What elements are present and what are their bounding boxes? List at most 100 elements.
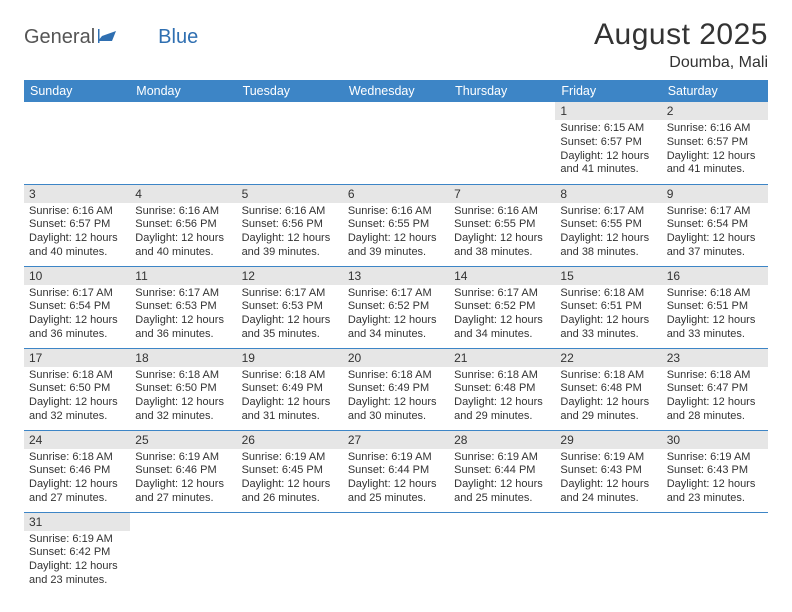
calendar-cell [449, 102, 555, 184]
day-number: 30 [662, 431, 768, 449]
calendar-cell [237, 512, 343, 594]
day-details: Sunrise: 6:16 AMSunset: 6:55 PMDaylight:… [343, 203, 449, 264]
day-number: 26 [237, 431, 343, 449]
calendar-cell: 28Sunrise: 6:19 AMSunset: 6:44 PMDayligh… [449, 430, 555, 512]
day-details: Sunrise: 6:17 AMSunset: 6:54 PMDaylight:… [24, 285, 130, 346]
day-details: Sunrise: 6:18 AMSunset: 6:49 PMDaylight:… [237, 367, 343, 428]
calendar-cell: 14Sunrise: 6:17 AMSunset: 6:52 PMDayligh… [449, 266, 555, 348]
month-title: August 2025 [594, 18, 768, 52]
day-number: 17 [24, 349, 130, 367]
day-number: 16 [662, 267, 768, 285]
title-block: August 2025 Doumba, Mali [594, 18, 768, 72]
day-details: Sunrise: 6:18 AMSunset: 6:51 PMDaylight:… [555, 285, 661, 346]
day-details: Sunrise: 6:18 AMSunset: 6:46 PMDaylight:… [24, 449, 130, 510]
day-number: 3 [24, 185, 130, 203]
calendar-cell [555, 512, 661, 594]
day-details: Sunrise: 6:16 AMSunset: 6:55 PMDaylight:… [449, 203, 555, 264]
day-number: 25 [130, 431, 236, 449]
day-number: 24 [24, 431, 130, 449]
day-details: Sunrise: 6:16 AMSunset: 6:56 PMDaylight:… [130, 203, 236, 264]
day-number: 9 [662, 185, 768, 203]
calendar-cell [130, 512, 236, 594]
day-details: Sunrise: 6:16 AMSunset: 6:57 PMDaylight:… [24, 203, 130, 264]
day-number: 2 [662, 102, 768, 120]
day-number: 6 [343, 185, 449, 203]
calendar-cell: 2Sunrise: 6:16 AMSunset: 6:57 PMDaylight… [662, 102, 768, 184]
day-details: Sunrise: 6:18 AMSunset: 6:47 PMDaylight:… [662, 367, 768, 428]
day-number: 15 [555, 267, 661, 285]
day-details: Sunrise: 6:19 AMSunset: 6:43 PMDaylight:… [662, 449, 768, 510]
calendar-cell: 21Sunrise: 6:18 AMSunset: 6:48 PMDayligh… [449, 348, 555, 430]
logo-text-blue: Blue [158, 26, 198, 49]
day-number: 21 [449, 349, 555, 367]
weekday-head: Friday [555, 80, 661, 102]
day-details: Sunrise: 6:18 AMSunset: 6:50 PMDaylight:… [24, 367, 130, 428]
day-number: 8 [555, 185, 661, 203]
day-number: 1 [555, 102, 661, 120]
day-details: Sunrise: 6:19 AMSunset: 6:45 PMDaylight:… [237, 449, 343, 510]
day-number: 23 [662, 349, 768, 367]
calendar-cell [343, 102, 449, 184]
calendar-cell: 9Sunrise: 6:17 AMSunset: 6:54 PMDaylight… [662, 184, 768, 266]
day-number: 31 [24, 513, 130, 531]
calendar-cell: 22Sunrise: 6:18 AMSunset: 6:48 PMDayligh… [555, 348, 661, 430]
weekday-head: Saturday [662, 80, 768, 102]
day-number: 11 [130, 267, 236, 285]
calendar-cell [237, 102, 343, 184]
calendar-cell [449, 512, 555, 594]
calendar-cell: 13Sunrise: 6:17 AMSunset: 6:52 PMDayligh… [343, 266, 449, 348]
day-details: Sunrise: 6:19 AMSunset: 6:42 PMDaylight:… [24, 531, 130, 592]
day-details: Sunrise: 6:17 AMSunset: 6:52 PMDaylight:… [449, 285, 555, 346]
day-details: Sunrise: 6:17 AMSunset: 6:52 PMDaylight:… [343, 285, 449, 346]
calendar-week-row: 10Sunrise: 6:17 AMSunset: 6:54 PMDayligh… [24, 266, 768, 348]
calendar-cell: 18Sunrise: 6:18 AMSunset: 6:50 PMDayligh… [130, 348, 236, 430]
day-details: Sunrise: 6:17 AMSunset: 6:55 PMDaylight:… [555, 203, 661, 264]
calendar-cell: 10Sunrise: 6:17 AMSunset: 6:54 PMDayligh… [24, 266, 130, 348]
day-details: Sunrise: 6:19 AMSunset: 6:44 PMDaylight:… [449, 449, 555, 510]
calendar-cell [343, 512, 449, 594]
location: Doumba, Mali [594, 54, 768, 72]
day-number: 7 [449, 185, 555, 203]
calendar-cell [24, 102, 130, 184]
day-details: Sunrise: 6:18 AMSunset: 6:49 PMDaylight:… [343, 367, 449, 428]
day-number: 28 [449, 431, 555, 449]
day-details: Sunrise: 6:17 AMSunset: 6:53 PMDaylight:… [237, 285, 343, 346]
weekday-head: Tuesday [237, 80, 343, 102]
day-number: 27 [343, 431, 449, 449]
day-number: 20 [343, 349, 449, 367]
logo: General Blue [24, 26, 198, 49]
day-number: 19 [237, 349, 343, 367]
day-number: 4 [130, 185, 236, 203]
day-number: 13 [343, 267, 449, 285]
calendar-cell: 30Sunrise: 6:19 AMSunset: 6:43 PMDayligh… [662, 430, 768, 512]
weekday-head: Thursday [449, 80, 555, 102]
calendar-cell: 19Sunrise: 6:18 AMSunset: 6:49 PMDayligh… [237, 348, 343, 430]
weekday-header-row: Sunday Monday Tuesday Wednesday Thursday… [24, 80, 768, 102]
calendar-cell: 11Sunrise: 6:17 AMSunset: 6:53 PMDayligh… [130, 266, 236, 348]
calendar-cell [130, 102, 236, 184]
header: General Blue August 2025 Doumba, Mali [24, 18, 768, 72]
calendar-table: Sunday Monday Tuesday Wednesday Thursday… [24, 80, 768, 594]
calendar-cell: 8Sunrise: 6:17 AMSunset: 6:55 PMDaylight… [555, 184, 661, 266]
calendar-cell: 15Sunrise: 6:18 AMSunset: 6:51 PMDayligh… [555, 266, 661, 348]
calendar-week-row: 31Sunrise: 6:19 AMSunset: 6:42 PMDayligh… [24, 512, 768, 594]
day-number: 22 [555, 349, 661, 367]
day-number: 18 [130, 349, 236, 367]
day-number: 5 [237, 185, 343, 203]
day-details: Sunrise: 6:18 AMSunset: 6:50 PMDaylight:… [130, 367, 236, 428]
calendar-cell: 20Sunrise: 6:18 AMSunset: 6:49 PMDayligh… [343, 348, 449, 430]
day-details: Sunrise: 6:18 AMSunset: 6:48 PMDaylight:… [449, 367, 555, 428]
calendar-week-row: 1Sunrise: 6:15 AMSunset: 6:57 PMDaylight… [24, 102, 768, 184]
calendar-week-row: 24Sunrise: 6:18 AMSunset: 6:46 PMDayligh… [24, 430, 768, 512]
day-details: Sunrise: 6:17 AMSunset: 6:54 PMDaylight:… [662, 203, 768, 264]
logo-text-general: General [24, 26, 95, 49]
day-number: 14 [449, 267, 555, 285]
weekday-head: Sunday [24, 80, 130, 102]
day-details: Sunrise: 6:15 AMSunset: 6:57 PMDaylight:… [555, 120, 661, 181]
calendar-cell: 6Sunrise: 6:16 AMSunset: 6:55 PMDaylight… [343, 184, 449, 266]
calendar-cell: 25Sunrise: 6:19 AMSunset: 6:46 PMDayligh… [130, 430, 236, 512]
day-details: Sunrise: 6:19 AMSunset: 6:43 PMDaylight:… [555, 449, 661, 510]
calendar-cell: 16Sunrise: 6:18 AMSunset: 6:51 PMDayligh… [662, 266, 768, 348]
day-details: Sunrise: 6:18 AMSunset: 6:51 PMDaylight:… [662, 285, 768, 346]
day-number: 10 [24, 267, 130, 285]
